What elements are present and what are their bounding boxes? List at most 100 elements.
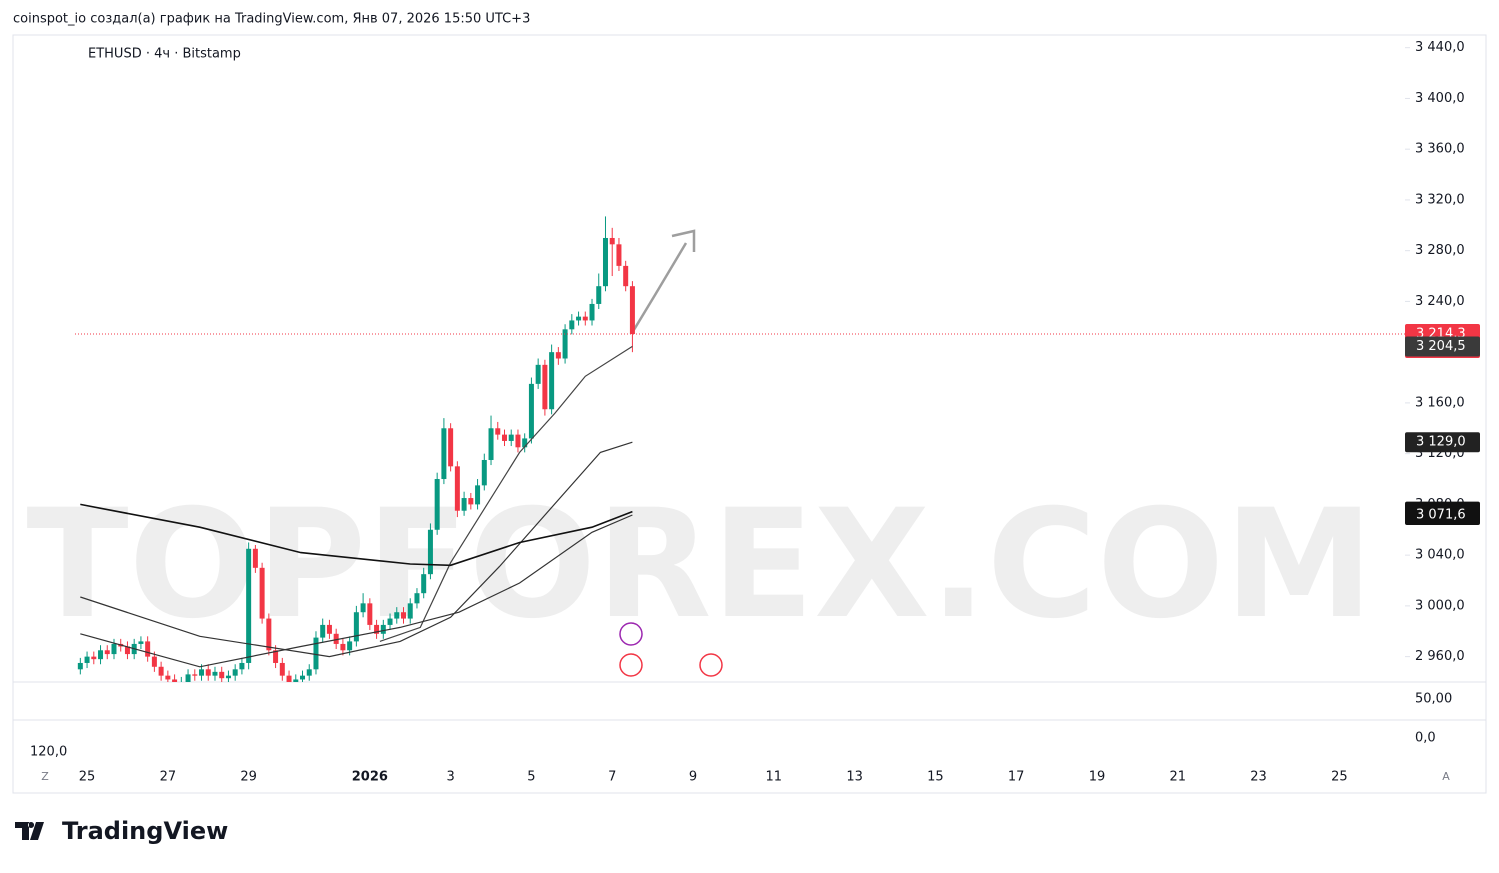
candle-body	[623, 265, 629, 287]
candle-body	[199, 669, 205, 676]
x-tick-label: 29	[240, 770, 257, 785]
candle-body	[347, 641, 353, 651]
event-icon	[619, 622, 643, 646]
auto-button[interactable]: A	[1442, 770, 1450, 783]
event-icon	[619, 653, 643, 677]
candle-body	[266, 618, 272, 651]
candle-body	[219, 671, 225, 679]
candle-body	[225, 675, 231, 679]
candle-body	[300, 675, 306, 680]
candle-body	[138, 641, 144, 644]
candle-body	[602, 237, 608, 287]
candle-body	[246, 548, 252, 663]
candle-body	[495, 428, 501, 435]
y-tick-label: 3 040,0	[1415, 548, 1465, 563]
x-tick-label: 21	[1169, 770, 1186, 785]
watermark: TOPFOREX.COM	[26, 478, 1373, 652]
candle-body	[279, 662, 285, 676]
x-tick-label: 2026	[352, 770, 388, 785]
candle-body	[185, 674, 191, 682]
moving-average	[80, 503, 633, 567]
y-tick-label: 3 280,0	[1415, 243, 1465, 258]
volume-tick: 0,0	[1415, 731, 1436, 746]
candle-body	[576, 316, 582, 321]
candle-body	[360, 603, 366, 613]
candle-body	[481, 459, 487, 486]
event-icon	[699, 653, 723, 677]
y-tick-label: 3 000,0	[1415, 598, 1465, 613]
candle-body	[448, 428, 454, 467]
price-tag-label: 3 204,5	[1416, 339, 1466, 354]
candle-body	[259, 567, 265, 619]
candle-body	[394, 612, 400, 619]
candle-body	[232, 669, 238, 676]
candle-body	[461, 498, 467, 511]
candle-body	[340, 643, 346, 651]
candle-body	[151, 656, 157, 667]
candle-body	[421, 574, 427, 594]
moving-average	[80, 441, 633, 658]
candle-body	[535, 364, 541, 384]
logo: TradingView	[15, 817, 228, 845]
candle-body	[629, 286, 635, 335]
x-tick-label: 19	[1089, 770, 1106, 785]
candle-body	[192, 674, 198, 676]
candle-body	[427, 529, 433, 575]
candle-body	[407, 603, 413, 619]
candle-body	[172, 679, 178, 682]
candle-body	[582, 316, 588, 321]
candle-body	[273, 650, 279, 663]
y-tick-label: 3 160,0	[1415, 395, 1465, 410]
y-tick-label: 2 960,0	[1415, 649, 1465, 664]
moving-average	[80, 514, 633, 668]
candle-body	[320, 624, 326, 638]
price-tag-label: 3 071,6	[1416, 508, 1466, 523]
price-tag	[1405, 505, 1480, 526]
x-tick-label: 25	[1331, 770, 1348, 785]
candle-body	[306, 669, 312, 676]
candle-body	[387, 618, 393, 625]
candle-body	[522, 438, 528, 448]
price-tag-label: 3 129,0	[1416, 435, 1466, 450]
candle-body	[434, 479, 440, 530]
y-tick-label: 3 320,0	[1415, 192, 1465, 207]
candle-body	[488, 428, 494, 460]
candle-body	[596, 286, 602, 304]
candle-body	[104, 650, 110, 655]
candle-body	[501, 434, 507, 441]
candle-body	[367, 603, 373, 625]
candle-body	[508, 434, 514, 441]
volume-left-label: 120,0	[30, 745, 67, 760]
candle-body	[326, 624, 332, 634]
candle-body	[205, 669, 211, 676]
brand: TradingView	[62, 817, 228, 845]
x-tick-label: 23	[1250, 770, 1267, 785]
x-tick-label: 15	[927, 770, 944, 785]
candle-body	[84, 656, 90, 663]
candle-body	[589, 303, 595, 321]
y-tick-label: 3 440,0	[1415, 40, 1465, 55]
candle-body	[91, 656, 97, 660]
candle-body	[286, 675, 292, 682]
zoom-button[interactable]: Z	[41, 770, 49, 783]
candle-body	[549, 352, 555, 410]
candle-body	[441, 428, 447, 480]
candle-body	[145, 641, 151, 657]
candle-body	[158, 666, 164, 676]
candle-body	[468, 498, 474, 505]
x-tick-label: 5	[527, 770, 535, 785]
x-tick-label: 9	[689, 770, 697, 785]
candle-body	[609, 237, 615, 245]
price-tag	[1405, 432, 1480, 453]
y-tick-label: 3 360,0	[1415, 142, 1465, 157]
y-tick-label: 3 400,0	[1415, 91, 1465, 106]
candle-body	[542, 364, 548, 410]
candle-body	[414, 593, 420, 604]
candle-body	[111, 643, 117, 655]
candle-body	[401, 612, 407, 619]
arrow	[630, 229, 696, 334]
header: coinspot_io создал(а) график на TradingV…	[13, 12, 530, 27]
candle-body	[293, 679, 299, 682]
candle-body	[562, 329, 568, 359]
